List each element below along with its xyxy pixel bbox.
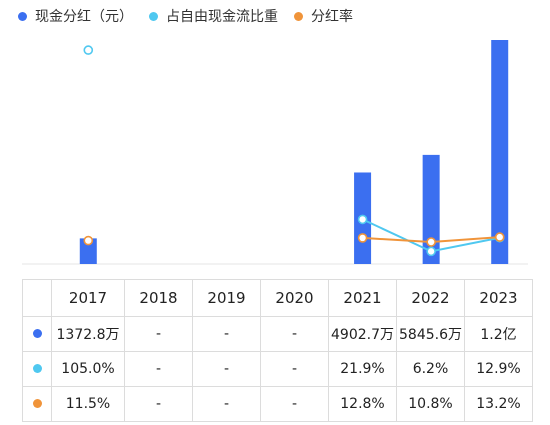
legend-dot-cash-dividend — [18, 11, 27, 21]
point-payout-ratio-2021 — [357, 233, 368, 243]
point-payout-ratio-2017 — [83, 235, 94, 246]
row-dot-fcf-share — [32, 364, 42, 373]
legend-label-cash-dividend: 现金分红（元） — [35, 9, 133, 25]
row-marker-cell — [22, 351, 52, 387]
row-dot-payout-ratio — [32, 399, 42, 408]
table-header-year: 2017 — [51, 279, 125, 317]
table-header-year: 2021 — [328, 279, 397, 317]
table-cell: 10.8% — [396, 386, 465, 422]
row-dot-cash-dividend — [32, 329, 42, 338]
table-cell: 11.5% — [51, 386, 125, 422]
table-header-year: 2018 — [124, 279, 193, 317]
table-cell: 1372.8万 — [51, 316, 125, 352]
chart-legend: 现金分红（元） 占自由现金流比重 分红率 — [18, 4, 369, 28]
bar-2023 — [491, 40, 509, 264]
table-header-year: 2023 — [464, 279, 533, 317]
table-cell: - — [260, 316, 329, 352]
point-fcf-share-2017 — [83, 45, 94, 55]
point-fcf-share-2021 — [357, 214, 368, 225]
legend-dot-fcf-share — [149, 11, 158, 21]
table-cell: 13.2% — [464, 386, 533, 422]
table-header-year: 2022 — [396, 279, 465, 317]
bar-2022 — [422, 154, 440, 264]
legend-dot-payout-ratio — [294, 11, 303, 21]
legend-item-fcf-share[interactable]: 占自由现金流比重 — [149, 6, 278, 26]
table-row-cash-dividend: 1372.8万 - - - 4902.7万 5845.6万 1.2亿 — [22, 316, 533, 352]
table-cell: - — [192, 386, 261, 422]
table-cell: 105.0% — [51, 351, 125, 387]
row-marker-cell — [22, 316, 52, 352]
point-fcf-share-2022 — [426, 246, 436, 257]
table-cell: - — [192, 316, 261, 352]
table-cell: - — [260, 386, 329, 422]
table-cell: - — [192, 351, 261, 387]
legend-label-fcf-share: 占自由现金流比重 — [166, 9, 278, 25]
table-header-year: 2020 — [260, 279, 329, 317]
table-header-row: 2017 2018 2019 2020 2021 2022 2023 — [22, 279, 533, 317]
table-cell: - — [124, 351, 193, 387]
table-cell: 21.9% — [328, 351, 397, 387]
legend-item-cash-dividend[interactable]: 现金分红（元） — [18, 6, 133, 26]
table-cell: 5845.6万 — [396, 316, 465, 352]
legend-item-payout-ratio[interactable]: 分红率 — [294, 6, 353, 26]
table-cell: - — [124, 386, 193, 422]
table-cell: - — [124, 316, 193, 352]
point-payout-ratio-2023 — [494, 232, 505, 242]
bar-2017 — [79, 238, 97, 264]
chart-plot-area — [22, 40, 528, 265]
table-cell: 4902.7万 — [328, 316, 397, 352]
table-row-payout-ratio: 11.5% - - - 12.8% 10.8% 13.2% — [22, 386, 533, 422]
table-cell: 1.2亿 — [464, 316, 533, 352]
table-cell: 12.8% — [328, 386, 397, 422]
table-row-fcf-share: 105.0% - - - 21.9% 6.2% 12.9% — [22, 351, 533, 387]
table-corner-cell — [22, 279, 52, 317]
row-marker-cell — [22, 386, 52, 422]
table-header-year: 2019 — [192, 279, 261, 317]
data-table: 2017 2018 2019 2020 2021 2022 2023 1372.… — [22, 279, 533, 422]
table-cell: - — [260, 351, 329, 387]
table-cell: 12.9% — [464, 351, 533, 387]
legend-label-payout-ratio: 分红率 — [311, 9, 353, 25]
point-payout-ratio-2022 — [426, 237, 436, 247]
table-cell: 6.2% — [396, 351, 465, 387]
